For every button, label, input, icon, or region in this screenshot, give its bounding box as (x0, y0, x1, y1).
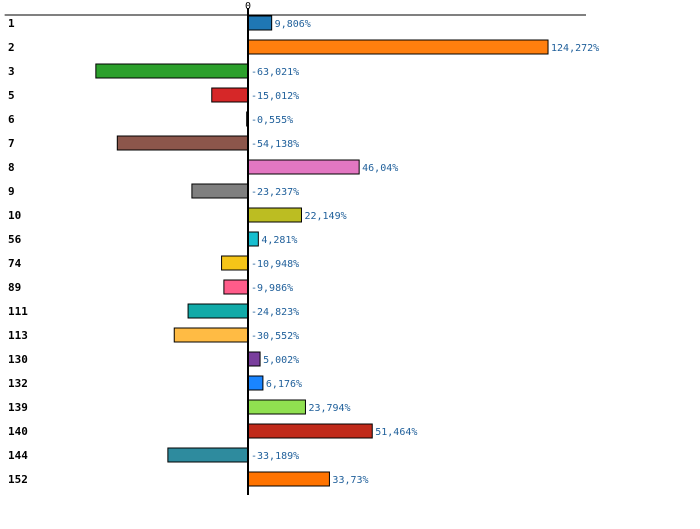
value-label: 51,464% (375, 427, 417, 438)
value-label: 22,149% (304, 211, 346, 222)
value-label: -23,237% (251, 187, 299, 198)
category-label: 6 (8, 113, 15, 126)
category-label: 152 (8, 473, 28, 486)
category-label: 132 (8, 377, 28, 390)
value-label: 124,272% (551, 43, 599, 54)
value-label: -24,823% (251, 307, 299, 318)
category-label: 74 (8, 257, 22, 270)
bar-5 (211, 87, 249, 103)
category-label: 111 (8, 305, 28, 318)
value-label: 23,794% (308, 403, 350, 414)
value-label: 46,04% (362, 163, 398, 174)
value-label: -10,948% (251, 259, 299, 270)
category-label: 9 (8, 185, 15, 198)
bar-113 (173, 327, 249, 343)
category-label: 140 (8, 425, 28, 438)
bar-3 (95, 63, 249, 79)
category-label: 89 (8, 281, 21, 294)
bar-2 (247, 39, 549, 55)
category-label: 56 (8, 233, 22, 246)
value-label: 6,176% (266, 379, 302, 390)
value-label: -0,555% (251, 115, 293, 126)
category-label: 8 (8, 161, 15, 174)
bar-74 (221, 255, 249, 271)
bar-140 (247, 423, 373, 439)
value-label: -33,189% (251, 451, 299, 462)
bar-10 (247, 207, 302, 223)
bar-8 (247, 159, 360, 175)
category-label: 1 (8, 17, 15, 30)
category-label: 3 (8, 65, 15, 78)
value-label: -30,552% (251, 331, 299, 342)
value-label: -63,021% (251, 67, 299, 78)
bar-144 (167, 447, 249, 463)
value-label: 4,281% (261, 235, 297, 246)
bar-111 (187, 303, 249, 319)
zero-tick-label: 0 (245, 1, 251, 12)
bar-132 (247, 375, 264, 391)
bar-9 (191, 183, 249, 199)
bar-56 (247, 231, 259, 247)
category-label: 144 (8, 449, 28, 462)
category-label: 2 (8, 41, 15, 54)
value-label: 5,002% (263, 355, 299, 366)
value-label: -54,138% (251, 139, 299, 150)
value-label: -15,012% (251, 91, 299, 102)
bar-7 (116, 135, 249, 151)
value-label: 33,73% (332, 475, 368, 486)
category-label: 5 (8, 89, 15, 102)
bar-139 (247, 399, 306, 415)
bar-1 (247, 15, 273, 31)
category-label: 139 (8, 401, 28, 414)
category-label: 113 (8, 329, 28, 342)
bar-152 (247, 471, 330, 487)
value-label: -9,986% (251, 283, 293, 294)
bar-89 (223, 279, 249, 295)
category-label: 130 (8, 353, 28, 366)
category-label: 7 (8, 137, 15, 150)
value-label: 9,806% (275, 19, 311, 30)
category-label: 10 (8, 209, 21, 222)
bar-130 (247, 351, 261, 367)
